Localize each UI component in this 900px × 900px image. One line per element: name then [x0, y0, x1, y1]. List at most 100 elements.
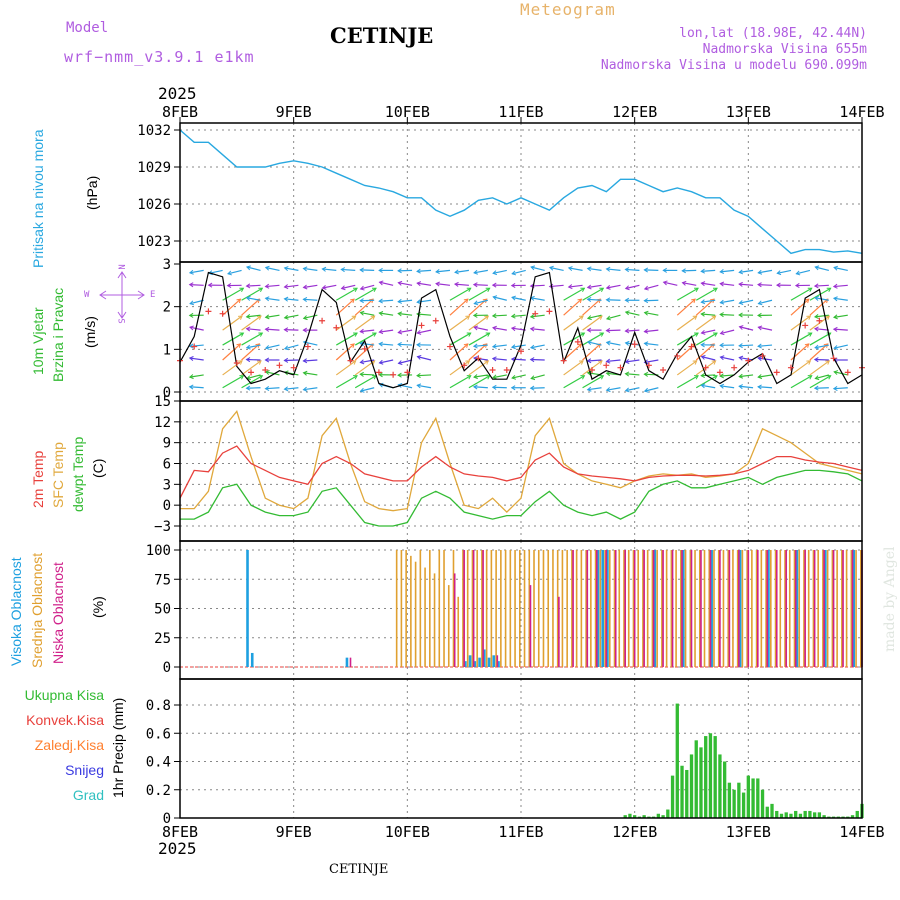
wind-arrow [676, 375, 699, 389]
wind-arrow-head [586, 315, 592, 321]
wind-arrow-head [586, 284, 592, 290]
cloud-bar-mid [651, 550, 654, 667]
wind-arrow-head [416, 299, 422, 305]
wind-arrow-head [416, 354, 422, 360]
cloud-bar-high [483, 649, 486, 667]
cloud-bar-low [681, 550, 683, 667]
wind-arrow [435, 269, 451, 273]
wind-arrow-head [694, 287, 699, 293]
wind-arrow-head [283, 345, 289, 351]
wind-arrow [303, 314, 318, 319]
wind-arrow-head [605, 297, 611, 303]
wind-arrow-head [302, 284, 308, 290]
cloud-bar-mid [850, 550, 853, 667]
cloud-bar-mid [585, 550, 587, 667]
cloud-bar-low [529, 585, 532, 667]
panels-layer [180, 123, 862, 818]
wind-arrow-head [482, 343, 488, 348]
wind-arrow [676, 287, 699, 301]
wind-arrow [644, 342, 659, 346]
compass-cross [99, 271, 145, 319]
wind-arrow-head [245, 265, 251, 271]
wind-gust-mark [802, 322, 809, 329]
wind-arrow [796, 269, 811, 275]
wind-arrow [492, 344, 507, 348]
wind-arrow-head [719, 281, 725, 287]
wind-arrow-head [832, 296, 838, 302]
wind-arrow [563, 360, 584, 376]
wind-arrow-head [473, 374, 478, 380]
wind-arrow [809, 375, 831, 389]
wind-arrow [417, 269, 432, 272]
cloud-bar-low [823, 550, 825, 667]
wind-arrow-head [258, 332, 264, 337]
wind-arrow [587, 284, 602, 289]
cloud-bar-mid [575, 550, 578, 667]
wind-arrow-head [466, 287, 472, 293]
xtick-label-bottom: 11FEB [498, 823, 543, 841]
cloud-bar-mid [694, 550, 696, 667]
ytick-label-cloud: 75 [154, 572, 171, 588]
wind-arrow [563, 375, 585, 389]
precip-bar [689, 754, 694, 818]
wind-gust-mark [276, 362, 283, 369]
precip-bar [704, 736, 708, 818]
wind-arrow-head [643, 310, 649, 316]
wind-arrow-head [643, 359, 649, 365]
cloud-bar-low [472, 550, 475, 667]
ytick-label-temp: 9 [163, 436, 171, 452]
cloud-bar-mid [537, 550, 540, 667]
wind-arrow [284, 344, 299, 350]
cloud-bar-mid [727, 550, 729, 667]
wind-arrow [417, 384, 432, 389]
wind-arrow-head [321, 284, 327, 290]
cloud-bar-high [653, 550, 657, 667]
wind-arrow-head [350, 298, 355, 304]
wind-arrow-head [681, 280, 687, 286]
wind-arrow [739, 269, 754, 273]
wind-arrow [606, 284, 621, 289]
wind-arrow-head [662, 267, 667, 273]
wind-arrow [563, 343, 582, 361]
wind-arrow [814, 284, 829, 287]
wind-arrow [530, 328, 545, 331]
xtick-label-top: 11FEB [498, 103, 543, 121]
wind-arrow-head [378, 280, 384, 286]
wind-arrow-head [416, 329, 422, 335]
wind-arrow [739, 385, 754, 389]
wind-arrow-head [662, 280, 668, 286]
ytick-label-temp: 6 [163, 457, 171, 473]
wind-arrow-head [378, 329, 384, 335]
wind-arrow [379, 312, 394, 316]
wind-arrow [246, 328, 261, 331]
ytick-label-precip: 0 [163, 811, 171, 827]
wind-gust-mark [461, 362, 468, 369]
ytick-label-precip: 0.6 [146, 726, 171, 742]
wind-arrow [815, 266, 829, 271]
ytick-label-temp: 0 [163, 498, 171, 514]
wind-arrow-head [207, 282, 213, 288]
wind-arrow [701, 356, 716, 361]
wind-arrow-head [833, 370, 839, 375]
wind-gust-mark [560, 357, 567, 364]
wind-arrow-head [579, 315, 584, 320]
wind-gust-mark [660, 367, 667, 374]
wind-arrow-head [397, 311, 403, 317]
wind-arrow-head [814, 344, 820, 350]
wind-arrow-head [776, 270, 782, 276]
model-name: wrf−nmm_v3.9.1 e1km [64, 48, 255, 66]
wind-arrow [790, 375, 813, 389]
precip-bar [779, 813, 784, 818]
wind-arrow [354, 287, 377, 301]
wind-arrow [322, 284, 337, 289]
wind-gust-mark [304, 343, 311, 350]
wind-arrow-head [825, 360, 831, 365]
wind-arrow-head [826, 287, 832, 293]
wind-arrow [222, 375, 244, 389]
wind-arrow-head [700, 354, 706, 360]
cloud-bar-mid [466, 550, 469, 667]
wind-arrow-head [378, 359, 384, 365]
ytick-label-temp: 3 [163, 477, 171, 493]
cloud-bar-mid [722, 550, 725, 667]
wind-arrow [606, 268, 621, 271]
